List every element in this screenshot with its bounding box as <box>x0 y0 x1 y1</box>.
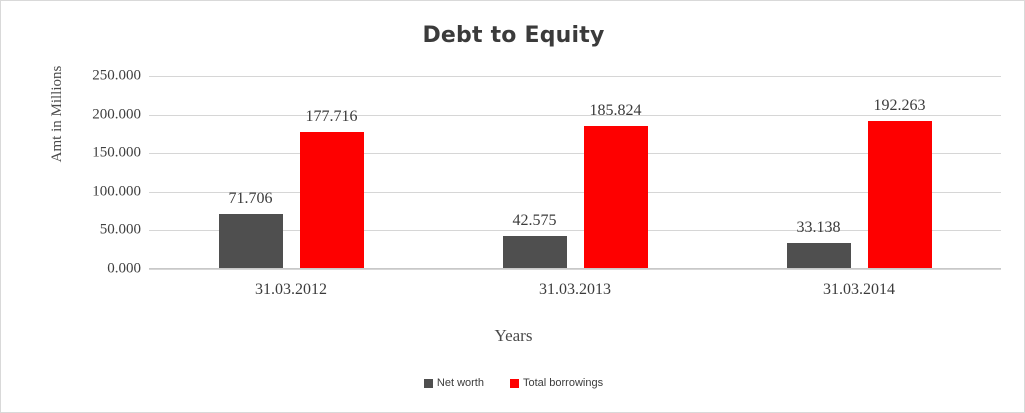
bar[interactable] <box>299 131 364 269</box>
gridline <box>149 230 1001 232</box>
x-axis-tick-label: 31.03.2013 <box>539 281 611 298</box>
y-axis-tick-labels: 250.000 200.000 150.000 100.000 50.000 0.000 <box>21 68 141 277</box>
legend-label: Total borrowings <box>522 377 604 389</box>
gridline <box>149 269 1001 270</box>
x-axis-tick-label: 31.03.2012 <box>255 281 327 298</box>
legend-item[interactable]: Total borrowings <box>509 377 604 389</box>
y-axis-tick-label: 100.000 <box>92 183 141 200</box>
bar[interactable] <box>786 243 851 269</box>
bar-value-label: 177.716 <box>305 107 358 125</box>
x-axis-title: Years <box>494 326 533 345</box>
chart-legend: Net worth Total borrowings <box>1 377 1024 389</box>
gridline <box>149 114 1001 116</box>
plot-area: 71.706 177.716 42.575 185.824 33.138 192.263 <box>149 76 1001 270</box>
gridline <box>149 153 1001 155</box>
legend-label: Net worth <box>436 377 484 389</box>
bar[interactable] <box>867 120 932 269</box>
bar-value-label: 42.575 <box>512 212 557 230</box>
x-axis-tick-labels: 31.03.2012 31.03.2013 31.03.2014 <box>149 281 1001 305</box>
legend-swatch-icon <box>509 378 519 388</box>
y-axis-tick-label: 50.000 <box>99 221 141 238</box>
y-axis-tick-label: 150.000 <box>92 144 141 161</box>
bar[interactable] <box>218 213 283 269</box>
gridline <box>149 191 1001 193</box>
bar[interactable] <box>502 236 567 269</box>
gridline <box>149 76 1001 77</box>
y-axis-tick-label: 0.000 <box>107 260 141 277</box>
chart-title: Debt to Equity <box>422 23 605 48</box>
bar-value-label: 185.824 <box>589 101 642 119</box>
legend-item[interactable]: Net worth <box>423 377 484 389</box>
x-axis-tick-label: 31.03.2014 <box>823 281 895 298</box>
bar-value-label: 192.263 <box>873 96 926 114</box>
y-axis-tick-label: 200.000 <box>92 106 141 123</box>
legend-swatch-icon <box>423 378 433 388</box>
bar[interactable] <box>583 125 648 269</box>
x-axis-line <box>149 268 1001 269</box>
y-axis-tick-label: 250.000 <box>92 67 141 84</box>
bar-value-label: 71.706 <box>228 189 273 207</box>
bar-value-label: 33.138 <box>796 219 841 237</box>
